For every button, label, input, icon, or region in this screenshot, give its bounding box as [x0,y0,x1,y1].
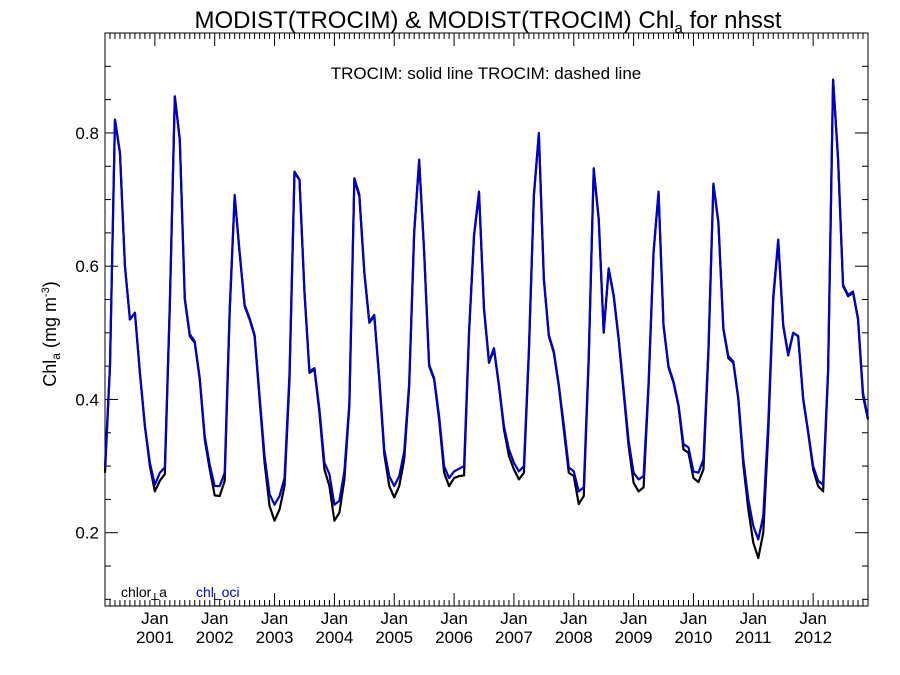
x-tick-label-year: 2012 [794,628,832,647]
x-tick-label-month: Jan [440,609,467,628]
chart-title: MODIST(TROCIM) & MODIST(TROCIM) Chla for… [194,7,781,37]
legend-chl-oci: chl_oci [196,584,240,600]
y-tick-label: 0.4 [75,390,99,409]
series-line-chl-oci [103,78,870,541]
x-tick-label-month: Jan [620,609,647,628]
x-tick-label-year: 2001 [136,628,174,647]
series-lines [103,78,870,560]
x-tick-label-month: Jan [500,609,527,628]
x-tick-label-month: Jan [261,609,288,628]
x-tick-label-month: Jan [560,609,587,628]
x-tick-label-year: 2009 [615,628,653,647]
y-tick-label: 0.6 [75,257,99,276]
x-tick-label-month: Jan [680,609,707,628]
x-tick-label-month: Jan [799,609,826,628]
axis-ticks [104,33,869,606]
y-axis-label-close: ) [40,281,60,287]
x-tick-label-month: Jan [321,609,348,628]
y-axis-label-subscript: a [49,353,63,360]
x-tick-label-year: 2006 [435,628,473,647]
y-tick-labels: 0.2 0.4 0.6 0.8 [75,124,99,543]
x-tick-labels: Jan2001Jan2002Jan2003Jan2004Jan2005Jan20… [136,609,832,647]
line-style-annotation: TROCIM: solid line TROCIM: dashed line [331,64,642,83]
x-tick-label-year: 2002 [196,628,234,647]
legend-chlor-a: chlor_a [121,584,167,600]
x-tick-label-month: Jan [740,609,767,628]
chart-title-main: MODIST(TROCIM) & MODIST(TROCIM) Chl [194,7,674,34]
x-tick-label-month: Jan [381,609,408,628]
y-tick-label: 0.8 [75,124,99,143]
chart-title-subscript: a [674,20,683,37]
y-axis-label-unit: (mg m [40,297,60,353]
x-tick-label-year: 2007 [495,628,533,647]
y-axis-label: Chla (mg m-3) [40,281,63,386]
x-tick-label-month: Jan [141,609,168,628]
y-axis-label-main: Chl [40,360,60,387]
y-tick-label: 0.2 [75,524,99,543]
x-tick-label-year: 2010 [675,628,713,647]
chart-title-tail: for nhsst [683,7,782,34]
y-axis-label-superscript: -3 [40,287,52,297]
x-tick-label-year: 2003 [256,628,294,647]
x-tick-label-year: 2008 [555,628,593,647]
x-tick-label-year: 2005 [375,628,413,647]
x-tick-label-month: Jan [201,609,228,628]
x-tick-label-year: 2011 [735,628,772,647]
plot-frame [104,32,869,607]
x-tick-label-year: 2004 [315,628,353,647]
